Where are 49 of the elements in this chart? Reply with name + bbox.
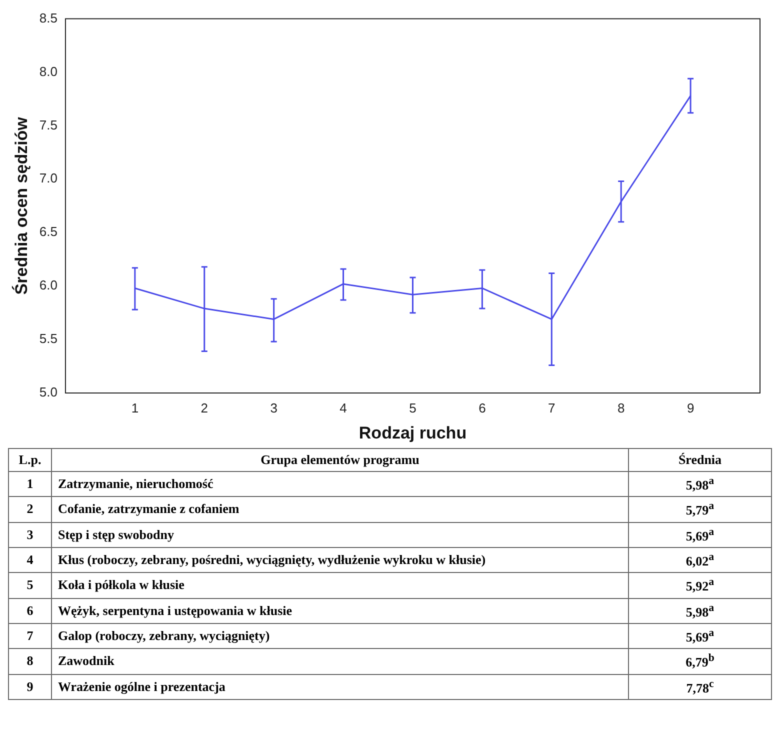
x-tick-label: 3 <box>270 400 278 416</box>
text: 3 <box>8 522 52 548</box>
x-tick-label: 4 <box>340 400 347 416</box>
x-tick-label: 5 <box>409 400 416 416</box>
x-tick-label: 6 <box>478 400 486 416</box>
y-tick-label: 6.0 <box>39 278 58 293</box>
text: Stęp i stęp swobodny <box>52 522 628 548</box>
text: 1 <box>8 472 52 497</box>
text: 5,98$^{a}$ <box>628 472 772 497</box>
text: 5,69$^{a}$ <box>628 623 772 649</box>
x-tick-label: 2 <box>200 400 208 416</box>
text: Kłus (roboczy, zebrany, pośredni, wyciągnięty, wydłużenie wykroku w kłusie) <box>52 547 628 573</box>
text: Zawodnik <box>52 648 628 674</box>
x-tick-label: 9 <box>686 400 694 416</box>
x-tick-label: 7 <box>548 400 556 416</box>
text: Średnia <box>628 448 772 472</box>
text: Zatrzymanie, nieruchomość <box>52 472 628 497</box>
text: Cofanie, zatrzymanie z cofaniem <box>52 496 628 522</box>
text: Koła i półkola w kłusie <box>52 572 628 598</box>
text: 2 <box>8 496 52 522</box>
text: 5 <box>8 572 52 598</box>
text: 6,79$^{b}$ <box>628 648 772 674</box>
text: 7 <box>8 623 52 649</box>
x-tick-label: 8 <box>617 400 625 416</box>
text: Wrażenie ogólne i prezentacja <box>52 674 628 700</box>
x-axis-title: Rodzaj ruchu <box>358 423 467 442</box>
y-tick-label: 8.0 <box>39 64 58 79</box>
text: 5,92$^{a}$ <box>628 572 772 598</box>
y-axis-title: Średnia ocen sędziów <box>10 116 31 295</box>
y-tick-label: 5.5 <box>39 331 58 346</box>
text: Grupa elementów programu <box>52 448 628 472</box>
text: 5,69$^{a}$ <box>628 522 772 548</box>
text: L.p. <box>8 448 52 472</box>
text: 5,79$^{a}$ <box>628 496 772 522</box>
y-tick-label: 7.5 <box>39 117 58 132</box>
text: 7,78$^{c}$ <box>628 674 772 700</box>
text: 6,02$^{a}$ <box>628 547 772 573</box>
text: 6 <box>8 598 52 624</box>
text: 9 <box>8 674 52 700</box>
y-tick-label: 5.0 <box>39 384 58 400</box>
text: Wężyk, serpentyna i ustępowania w kłusie <box>52 598 628 624</box>
x-tick-label: 1 <box>131 400 139 416</box>
y-tick-label: 8.5 <box>39 10 58 26</box>
y-tick-label: 7.0 <box>39 170 58 186</box>
text: 8 <box>8 648 52 674</box>
y-tick-label: 6.5 <box>39 224 58 240</box>
text: 5,98$^{a}$ <box>628 598 772 624</box>
text: Galop (roboczy, zebrany, wyciągnięty) <box>52 623 628 649</box>
text: 4 <box>8 547 52 573</box>
